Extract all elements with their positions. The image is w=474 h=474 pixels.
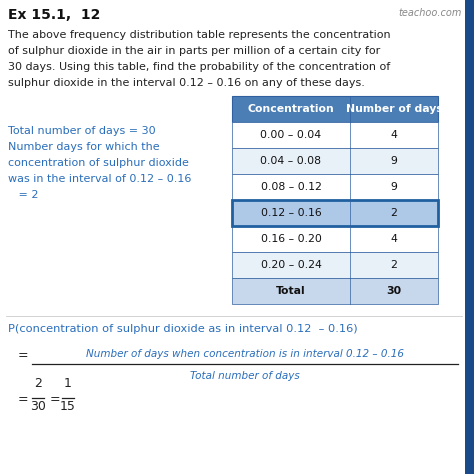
Text: =: = [50,393,61,407]
Text: Concentration: Concentration [247,104,334,114]
Text: =: = [18,393,28,407]
Text: Total number of days: Total number of days [190,371,300,381]
Text: teachoo.com: teachoo.com [399,8,462,18]
Text: P(concentration of sulphur dioxide as in interval 0.12  – 0.16): P(concentration of sulphur dioxide as in… [8,324,357,334]
Text: Number of days: Number of days [346,104,442,114]
Text: 0.20 – 0.24: 0.20 – 0.24 [261,260,321,270]
Bar [232,252,438,278]
Text: 30 days. Using this table, find the probability of the concentration of: 30 days. Using this table, find the prob… [8,62,390,72]
Text: sulphur dioxide in the interval 0.12 – 0.16 on any of these days.: sulphur dioxide in the interval 0.12 – 0… [8,78,365,88]
Bar [232,174,438,200]
Text: 4: 4 [391,130,397,140]
Text: 30: 30 [386,286,401,296]
Text: Ex 15.1,  12: Ex 15.1, 12 [8,8,100,22]
Text: 4: 4 [391,234,397,244]
Text: 9: 9 [391,182,397,192]
Bar [232,122,438,148]
Bar [232,278,438,304]
Bar [232,200,438,226]
Text: concentration of sulphur dioxide: concentration of sulphur dioxide [8,158,189,168]
Bar [232,96,438,122]
Text: 0.00 – 0.04: 0.00 – 0.04 [260,130,321,140]
Text: Number days for which the: Number days for which the [8,142,160,152]
Text: Total: Total [276,286,306,296]
Text: 0.08 – 0.12: 0.08 – 0.12 [261,182,321,192]
Bar [232,200,438,226]
Text: 9: 9 [391,156,397,166]
Text: 0.16 – 0.20: 0.16 – 0.20 [261,234,321,244]
Bar [232,148,438,174]
Text: 1: 1 [64,377,72,390]
Text: = 2: = 2 [8,190,38,200]
Bar [232,226,438,252]
Text: =: = [18,349,28,363]
Text: 2: 2 [34,377,42,390]
Text: 0.04 – 0.08: 0.04 – 0.08 [261,156,321,166]
Text: 15: 15 [60,400,76,413]
Text: 2: 2 [391,260,397,270]
Text: was in the interval of 0.12 – 0.16: was in the interval of 0.12 – 0.16 [8,174,191,184]
Text: 0.12 – 0.16: 0.12 – 0.16 [261,208,321,218]
Text: 30: 30 [30,400,46,413]
Text: of sulphur dioxide in the air in parts per million of a certain city for: of sulphur dioxide in the air in parts p… [8,46,380,56]
Text: Total number of days = 30: Total number of days = 30 [8,126,155,136]
Text: 2: 2 [391,208,397,218]
Text: The above frequency distribution table represents the concentration: The above frequency distribution table r… [8,30,391,40]
Bar [465,0,474,474]
Text: Number of days when concentration is in interval 0.12 – 0.16: Number of days when concentration is in … [86,349,404,359]
